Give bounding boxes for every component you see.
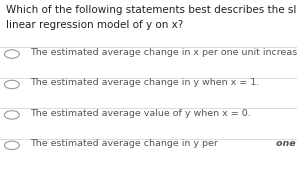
- Text: The estimated average change in x per one unit increase in y.: The estimated average change in x per on…: [30, 48, 297, 57]
- Text: The estimated average change in y per: The estimated average change in y per: [30, 139, 221, 148]
- Text: linear regression model of y on x?: linear regression model of y on x?: [6, 20, 183, 30]
- Text: The estimated average change in y when x = 1.: The estimated average change in y when x…: [30, 78, 259, 87]
- Text: Which of the following statements best describes the slope in the simple: Which of the following statements best d…: [6, 5, 297, 15]
- Text: one unit increase in x: one unit increase in x: [276, 139, 297, 148]
- Text: The estimated average value of y when x = 0.: The estimated average value of y when x …: [30, 109, 250, 118]
